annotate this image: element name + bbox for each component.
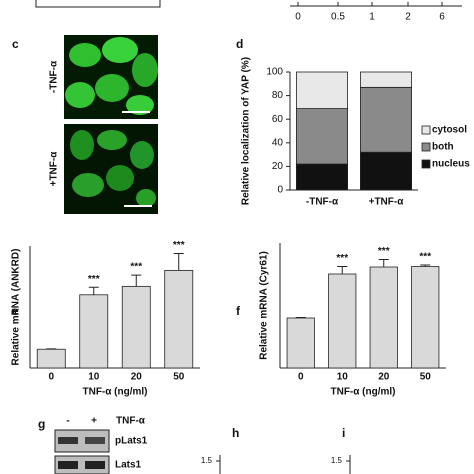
micrograph <box>64 124 158 214</box>
blot <box>54 429 110 474</box>
panel-label: h <box>232 426 239 440</box>
error-bar <box>88 286 99 295</box>
micrograph <box>64 35 158 119</box>
tick-label: 2 <box>405 12 411 23</box>
legend-label: both <box>432 142 454 153</box>
x-tick-label: 10 <box>337 372 349 383</box>
error-bar <box>295 317 306 318</box>
bar <box>286 317 315 369</box>
x-tick-label: +TNF-α <box>369 197 405 208</box>
panel-label: f <box>236 304 241 318</box>
lane-label: + <box>91 416 97 427</box>
panel-label: c <box>12 37 19 51</box>
panel-a-frame <box>35 0 161 8</box>
error-bar <box>131 274 142 287</box>
x-tick-label: 20 <box>131 372 143 383</box>
x-axis-label: TNF-α (ng/ml) <box>82 387 147 398</box>
legend-swatch <box>421 142 431 152</box>
bar <box>411 266 440 369</box>
tick-label: 1.5 <box>331 456 343 465</box>
band-label: pLats1 <box>115 436 148 447</box>
significance: *** <box>173 240 185 251</box>
panel-label: i <box>342 426 345 440</box>
significance: *** <box>336 253 348 264</box>
significance: *** <box>419 252 431 263</box>
bar-segment <box>359 71 412 88</box>
panel-label: d <box>236 37 243 51</box>
panel-label: g <box>38 417 45 431</box>
x-tick-label: 50 <box>173 372 185 383</box>
error-bar <box>420 264 431 267</box>
tick-label: 1.5 <box>201 456 213 465</box>
image-label: -TNF-α <box>49 60 60 93</box>
error-bar <box>173 253 184 271</box>
treatment-label: TNF-α <box>116 416 146 427</box>
significance: *** <box>130 262 142 273</box>
tick-label: 0.5 <box>331 12 345 23</box>
lane-label: - <box>66 416 69 427</box>
tick-label: 0 <box>295 12 301 23</box>
bar <box>36 348 66 369</box>
y-axis-label: Relative mRNA (Cyr61) <box>259 251 270 360</box>
x-tick-label: 20 <box>378 372 390 383</box>
tick-label: 1 <box>369 12 375 23</box>
image-label: +TNF-α <box>49 151 60 187</box>
y-tick-label: 40 <box>272 137 284 148</box>
bar <box>121 285 151 369</box>
x-tick-label: 50 <box>420 372 432 383</box>
significance: *** <box>378 246 390 257</box>
panel-label: e <box>12 304 19 318</box>
bar <box>79 294 109 369</box>
tick-label: 6 <box>439 12 445 23</box>
bar-segment <box>295 71 348 109</box>
y-axis-label: Relative mRNA (ANKRD) <box>11 249 22 366</box>
bar-segment <box>359 86 412 153</box>
x-tick-label: -TNF-α <box>306 197 339 208</box>
error-bar <box>378 259 389 267</box>
y-tick-label: 60 <box>272 114 284 125</box>
y-tick-label: 100 <box>266 67 283 78</box>
error-bar <box>337 266 348 274</box>
band-label: Lats1 <box>115 460 142 471</box>
legend-label: nucleus <box>432 159 470 170</box>
bar-segment <box>295 108 348 165</box>
x-tick-label: 10 <box>88 372 100 383</box>
bar <box>164 269 194 369</box>
legend-label: cytosol <box>432 125 467 136</box>
y-axis-label: Relative localization of YAP (%) <box>241 57 252 205</box>
y-tick-label: 0 <box>277 185 283 196</box>
y-tick-label: 80 <box>272 90 284 101</box>
bar-segment <box>295 163 348 191</box>
bar <box>369 266 398 369</box>
significance: *** <box>88 274 100 285</box>
bar <box>328 273 357 369</box>
legend-swatch <box>421 125 431 135</box>
x-tick-label: 0 <box>298 372 304 383</box>
legend-swatch <box>421 159 431 169</box>
bar-segment <box>359 151 412 191</box>
y-tick-label: 20 <box>272 161 284 172</box>
x-axis-label: TNF-α (ng/ml) <box>330 387 395 398</box>
x-tick-label: 0 <box>48 372 54 383</box>
